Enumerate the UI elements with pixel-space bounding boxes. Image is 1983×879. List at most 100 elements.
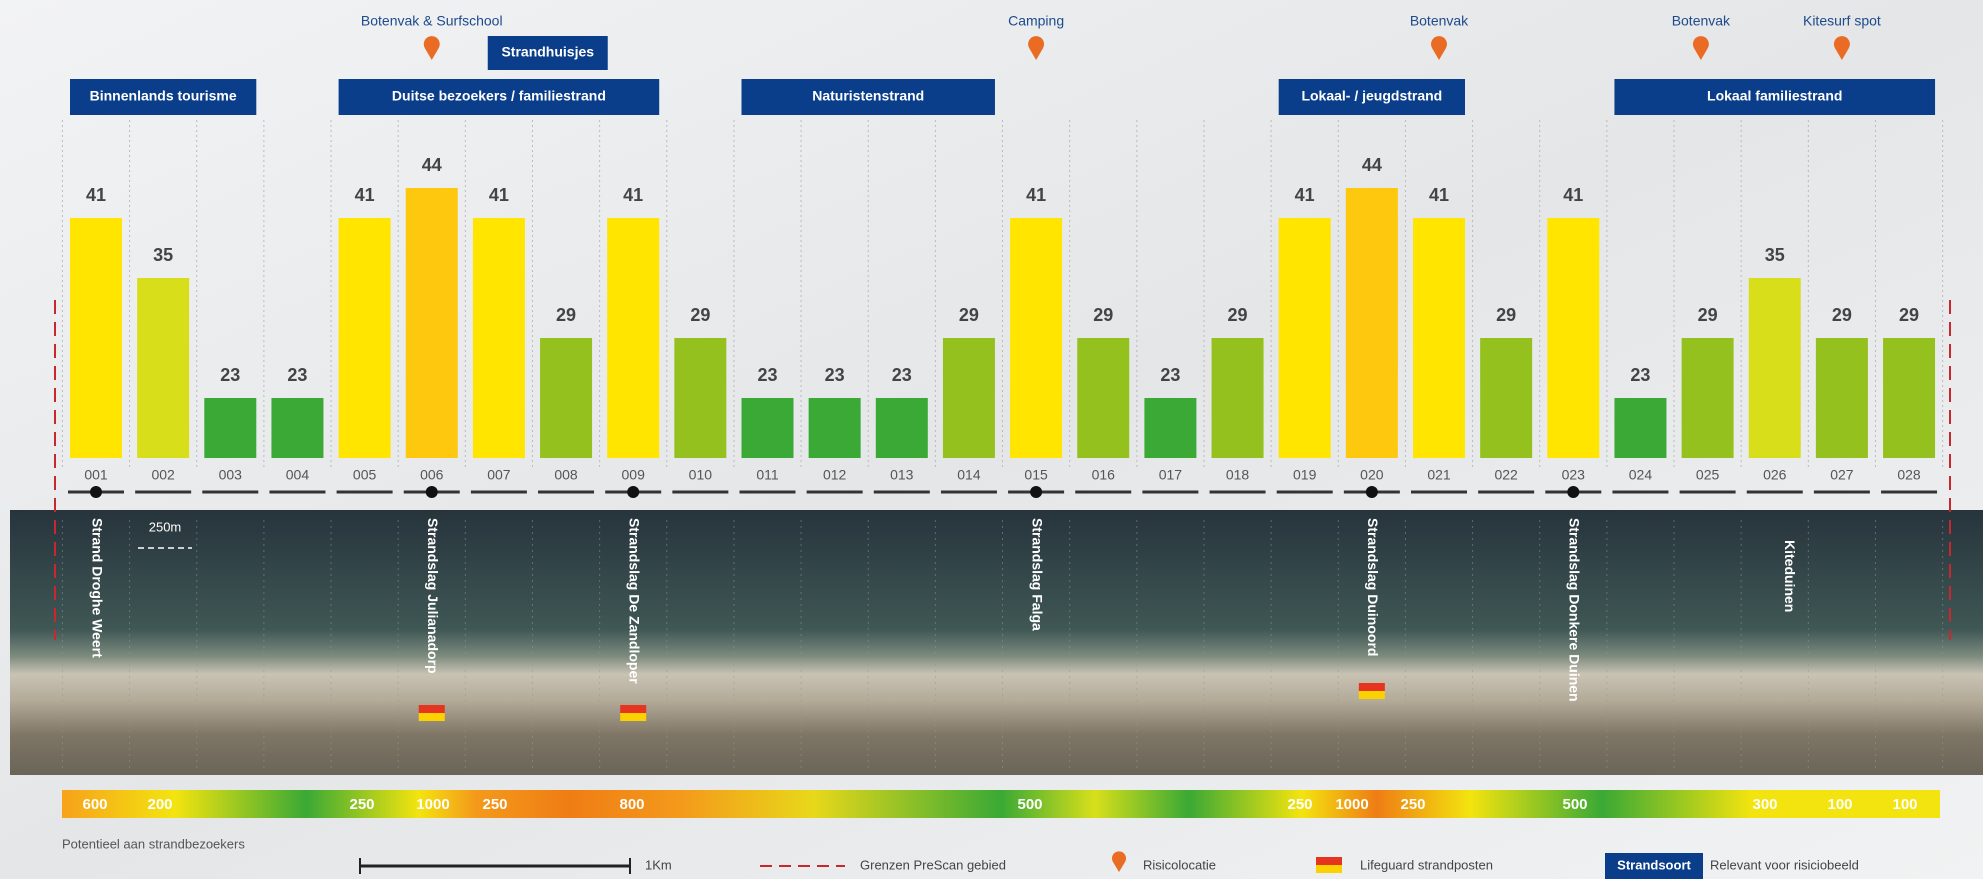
value-label: 23 <box>220 365 240 385</box>
risk-label: Kitesurf spot <box>1803 13 1881 29</box>
legend-scale: 1Km <box>645 857 672 872</box>
bar <box>405 188 458 458</box>
bar <box>271 398 324 458</box>
post-dot <box>90 486 102 498</box>
x-tick-label: 009 <box>622 467 646 483</box>
beach-type-box <box>70 79 257 115</box>
legend-boundary: Grenzen PreScan gebied <box>860 857 1006 872</box>
value-label: 29 <box>1093 305 1113 325</box>
legend-lifeguard: Lifeguard strandposten <box>1360 857 1493 872</box>
bar <box>1748 278 1801 458</box>
visitor-value: 250 <box>1400 796 1425 813</box>
post-label: Strandslag Falga <box>1029 518 1045 631</box>
value-label: 23 <box>1160 365 1180 385</box>
visitor-value: 500 <box>1562 796 1587 813</box>
bar <box>808 398 861 458</box>
visitor-value: 500 <box>1017 796 1042 813</box>
lifeguard-flag <box>418 713 445 721</box>
extra-box <box>487 36 608 70</box>
value-label: 23 <box>825 365 845 385</box>
value-label: 41 <box>1026 185 1046 205</box>
place-label: Kiteduinen <box>1782 540 1798 612</box>
legend-box-text: Strandsoort <box>1617 857 1691 872</box>
visitor-value: 800 <box>619 796 644 813</box>
value-label: 29 <box>1228 305 1248 325</box>
risk-label: Botenvak <box>1410 13 1469 29</box>
x-tick-label: 007 <box>487 467 511 483</box>
lifeguard-flag <box>620 713 647 721</box>
bar <box>1480 338 1533 458</box>
bar <box>942 338 995 458</box>
value-label: 41 <box>86 185 106 205</box>
post-label: Strandslag De Zandloper <box>626 518 642 684</box>
value-label: 41 <box>355 185 375 205</box>
visitor-value: 100 <box>1827 796 1852 813</box>
x-tick-label: 004 <box>286 467 310 483</box>
post-dot <box>1030 486 1043 498</box>
post-label: Strandslag Duinoord <box>1365 518 1381 656</box>
value-label: 29 <box>1698 305 1718 325</box>
legend-box <box>1605 853 1703 879</box>
x-tick-label: 003 <box>219 467 243 483</box>
legend: 1Km Grenzen PreScan gebied Risicolocatie… <box>359 851 1859 879</box>
visitor-value: 1000 <box>1335 796 1368 813</box>
value-label: 29 <box>1496 305 1516 325</box>
bar <box>137 278 190 458</box>
x-tick-label: 025 <box>1696 467 1720 483</box>
x-tick-label: 011 <box>756 467 779 483</box>
visitor-value: 1000 <box>416 796 449 813</box>
satellite-strip <box>10 510 1983 775</box>
visitor-value: 600 <box>82 796 107 813</box>
lifeguard-flag <box>418 705 445 713</box>
risk-pin <box>1833 36 1850 60</box>
bar <box>1413 218 1465 458</box>
value-label: 41 <box>1429 185 1449 205</box>
legend-risk: Risicolocatie <box>1143 857 1216 872</box>
bar <box>1614 398 1667 458</box>
value-label: 41 <box>623 185 643 205</box>
bar <box>1883 338 1936 458</box>
x-tick-label: 028 <box>1897 467 1921 483</box>
flag-red <box>1316 857 1342 865</box>
value-label: 29 <box>959 305 979 325</box>
x-tick-label: 021 <box>1427 467 1451 483</box>
x-tick-label: 027 <box>1830 467 1854 483</box>
post-dot <box>1567 486 1580 498</box>
x-tick-label: 012 <box>823 467 847 483</box>
visitor-value: 300 <box>1752 796 1777 813</box>
extra-box-label: Strandhuisjes <box>501 44 594 60</box>
bar <box>1211 338 1264 458</box>
post-label: Strandslag Donkere Duinen <box>1567 518 1583 702</box>
x-tick-label: 005 <box>353 467 377 483</box>
bar <box>1681 338 1734 458</box>
post-label: Strand Droghe Weert <box>89 518 105 658</box>
visitor-value: 200 <box>147 796 172 813</box>
value-label: 29 <box>556 305 576 325</box>
lifeguard-flag <box>620 705 647 713</box>
lifeguard-flag <box>1358 683 1385 691</box>
bar <box>741 398 794 458</box>
post-dot <box>627 486 640 498</box>
x-tick-label: 017 <box>1159 467 1183 483</box>
beach-type-label: Binnenlands tourisme <box>90 88 237 104</box>
beach-type-box <box>338 79 660 115</box>
visitor-value: 250 <box>349 796 374 813</box>
visitor-value: 250 <box>482 796 507 813</box>
beach-type-box <box>1278 79 1465 115</box>
value-label: 29 <box>1899 305 1919 325</box>
visitor-value: 250 <box>1287 796 1312 813</box>
value-label: 23 <box>892 365 912 385</box>
x-tick-label: 002 <box>151 467 175 483</box>
value-label: 44 <box>1362 155 1382 175</box>
x-tick-label: 018 <box>1226 467 1250 483</box>
legend-box-note: Relevant voor risiciobeeld <box>1710 857 1859 872</box>
x-tick-label: 006 <box>420 467 444 483</box>
value-label: 35 <box>153 245 173 265</box>
post-dot <box>425 486 438 498</box>
value-label: 23 <box>287 365 307 385</box>
bar <box>1010 218 1063 458</box>
value-label: 23 <box>757 365 777 385</box>
x-tick-label: 020 <box>1360 467 1384 483</box>
visitor-gradient <box>62 790 1940 818</box>
bar <box>338 218 391 458</box>
